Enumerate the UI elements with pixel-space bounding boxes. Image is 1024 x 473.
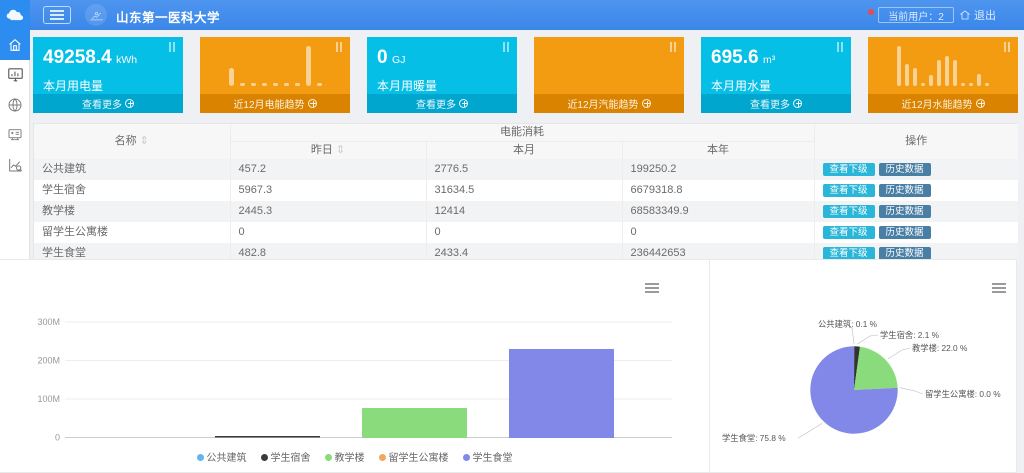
svg-text:公共建筑: 0.1 %: 公共建筑: 0.1 % (818, 319, 878, 329)
svg-text:留学生公寓楼: 0.0 %: 留学生公寓楼: 0.0 % (925, 389, 1001, 399)
svg-text:学生食堂: 75.8 %: 学生食堂: 75.8 % (722, 433, 786, 443)
svg-text:教学楼: 22.0 %: 教学楼: 22.0 % (912, 343, 968, 353)
svg-text:200M: 200M (37, 356, 60, 366)
svg-text:0: 0 (55, 433, 60, 443)
svg-text:300M: 300M (37, 317, 60, 327)
svg-text:100M: 100M (37, 394, 60, 404)
svg-text:学生宿舍: 2.1 %: 学生宿舍: 2.1 % (880, 330, 940, 340)
